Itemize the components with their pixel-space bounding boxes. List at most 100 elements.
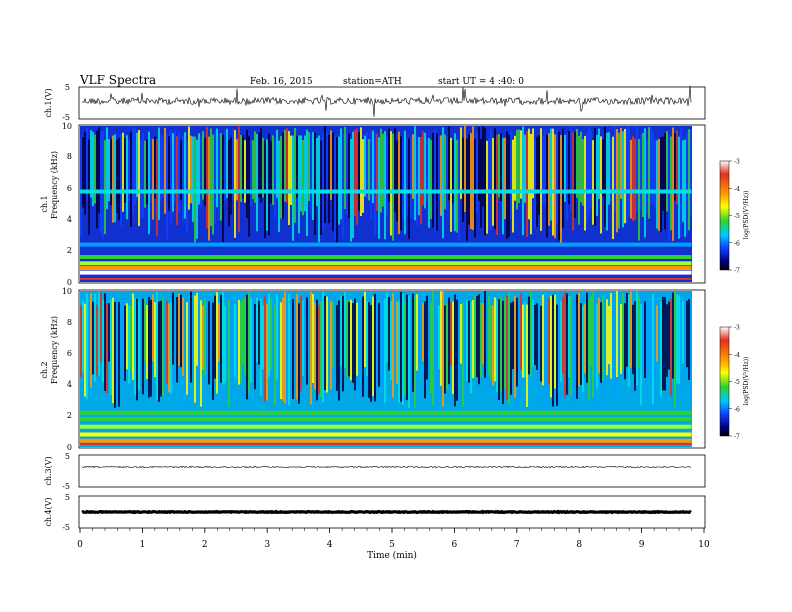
spectrogram-streak bbox=[362, 139, 364, 213]
spectrogram-streak bbox=[618, 302, 620, 367]
spectrogram-streak bbox=[572, 132, 574, 231]
spectrogram-streak bbox=[134, 127, 136, 206]
ch3-frame bbox=[78, 454, 706, 488]
spectrogram-streak bbox=[642, 291, 644, 363]
spectrogram-streak bbox=[658, 295, 660, 364]
spectrogram-streak bbox=[330, 130, 332, 200]
ch1-ytick-top: 5 bbox=[65, 83, 70, 92]
spectrogram-streak bbox=[374, 293, 376, 402]
spectrogram-streak bbox=[196, 139, 198, 239]
spectrogram-streak bbox=[482, 126, 484, 207]
colorbar-tick-label: -3 bbox=[734, 325, 740, 332]
spectrogram-streak bbox=[400, 291, 402, 402]
spectrogram-streak bbox=[208, 301, 210, 385]
spectrogram-streak bbox=[252, 294, 254, 368]
ch3-ytick-top: 5 bbox=[65, 452, 70, 461]
time-axis-tick-label: 5 bbox=[389, 540, 395, 550]
spectrogram-streak bbox=[536, 303, 538, 370]
spectrogram-streak bbox=[290, 135, 292, 205]
spectrogram-streak bbox=[352, 303, 354, 383]
spectrogram-streak bbox=[430, 302, 432, 394]
colorbar-tick-label: -7 bbox=[734, 268, 740, 275]
spectrogram-streak bbox=[690, 292, 692, 400]
spectrogram-streak bbox=[92, 301, 94, 375]
spectrogram-streak bbox=[244, 298, 246, 375]
spectrogram-streak bbox=[560, 301, 562, 382]
spectrogram-streak bbox=[584, 303, 586, 374]
spectrogram-streak bbox=[248, 136, 250, 237]
spectrogram-streak bbox=[226, 128, 228, 198]
spectrogram-streak bbox=[168, 303, 170, 393]
spectrogram-streak bbox=[114, 302, 116, 408]
spectrogram-streak bbox=[364, 135, 366, 197]
spectrogram-streak bbox=[614, 300, 616, 399]
spectrogram-streak bbox=[608, 306, 610, 365]
spectrogram-streak bbox=[350, 299, 352, 381]
spectrogram-streak bbox=[310, 134, 312, 215]
ch1-spec-ytick-2: 2 bbox=[67, 246, 72, 255]
spectrogram-streak bbox=[368, 139, 370, 201]
ch1-spec-ylabel: Frequency (kHz) bbox=[50, 151, 59, 219]
spectrogram-streak bbox=[336, 305, 338, 391]
spectrogram-streak bbox=[562, 296, 564, 374]
spectrogram-streak bbox=[326, 296, 328, 393]
spectrogram-streak bbox=[220, 294, 222, 383]
spectrogram-streak bbox=[648, 127, 650, 219]
spectrogram-streak bbox=[196, 292, 198, 366]
spectrogram-streak bbox=[202, 131, 204, 200]
spectrogram-streak bbox=[354, 129, 356, 216]
spectrogram-streak bbox=[596, 135, 598, 216]
spectrogram-streak bbox=[568, 131, 570, 205]
spectrogram-streak bbox=[454, 133, 456, 232]
spectrogram-streak bbox=[628, 127, 630, 216]
spectrogram-streak bbox=[80, 138, 82, 238]
ch1-spec-ytick-6: 6 bbox=[67, 184, 72, 193]
ch1-spec-ytick-0: 0 bbox=[67, 278, 72, 287]
spectrogram-streak bbox=[122, 132, 124, 212]
spectrogram-streak bbox=[184, 132, 186, 219]
spectrogram-streak bbox=[522, 126, 524, 236]
spectrogram-streak bbox=[264, 140, 266, 238]
spectrogram-streak bbox=[514, 295, 516, 398]
spectrogram-streak bbox=[474, 139, 476, 238]
spectrogram-streak bbox=[672, 127, 674, 241]
spectrogram-streak bbox=[450, 137, 452, 232]
time-axis-tick-label: 6 bbox=[452, 540, 458, 550]
spectrogram-streak bbox=[146, 139, 148, 205]
spectrogram-streak bbox=[556, 304, 558, 406]
spectrogram-streak bbox=[544, 129, 546, 207]
spectrogram-streak bbox=[564, 292, 566, 397]
spectrogram-streak bbox=[322, 291, 324, 403]
spectrogram-streak bbox=[300, 296, 302, 392]
spectrogram-streak bbox=[510, 302, 512, 395]
spectrogram-streak bbox=[280, 302, 282, 400]
spectrogram-streak bbox=[98, 292, 100, 376]
spectrogram-streak bbox=[444, 305, 446, 394]
spectrogram-streak bbox=[488, 296, 490, 375]
spectrogram-streak bbox=[116, 293, 118, 397]
spectrogram-streak bbox=[156, 292, 158, 400]
ch1-waveform-line bbox=[81, 85, 692, 117]
spectrogram-streak bbox=[242, 300, 244, 366]
spectrogram-streak bbox=[214, 295, 216, 379]
spectrogram-streak bbox=[332, 301, 334, 369]
spectrogram-streak bbox=[420, 137, 422, 225]
spectrogram-streak bbox=[498, 299, 500, 400]
ch2-spectrogram-blank bbox=[692, 291, 704, 447]
spectrogram-band bbox=[80, 266, 692, 270]
spectrogram-streak bbox=[240, 135, 242, 202]
spectrogram-streak bbox=[120, 304, 122, 384]
spectrogram-streak bbox=[562, 128, 564, 229]
spectrogram-streak bbox=[294, 304, 296, 391]
spectrogram-streak bbox=[454, 294, 456, 407]
spectrogram-streak bbox=[618, 132, 620, 229]
spectrogram-streak bbox=[136, 132, 138, 198]
spectrogram-streak bbox=[172, 133, 174, 212]
spectrogram-streak bbox=[86, 128, 88, 201]
ch2-spectrogram-frame bbox=[78, 289, 706, 449]
ch2-spec-ytick-8: 8 bbox=[67, 318, 72, 327]
spectrogram-streak bbox=[640, 133, 642, 212]
spectrogram-streak bbox=[190, 135, 192, 204]
spectrogram-streak bbox=[302, 300, 304, 376]
spectrogram-streak bbox=[228, 299, 230, 407]
